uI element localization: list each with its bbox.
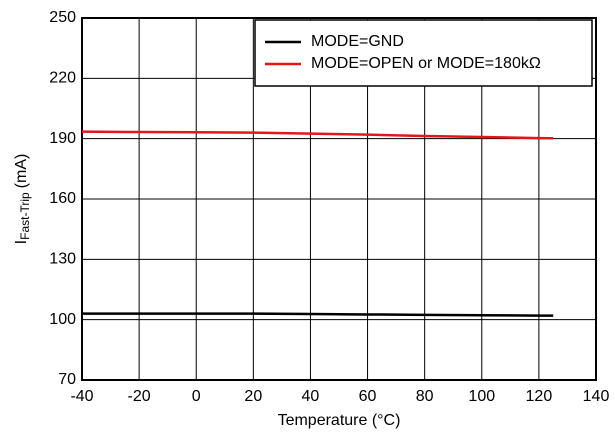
y-tick-label: 160 bbox=[49, 190, 76, 207]
legend-box bbox=[254, 19, 593, 87]
y-tick-label: 220 bbox=[49, 70, 76, 87]
x-tick-label: 140 bbox=[583, 388, 610, 405]
x-tick-label: 120 bbox=[526, 388, 553, 405]
y-tick-label: 130 bbox=[49, 251, 76, 268]
x-tick-label: 20 bbox=[244, 388, 262, 405]
y-tick-label: 250 bbox=[49, 9, 76, 26]
x-tick-label: 0 bbox=[192, 388, 201, 405]
x-tick-label: -20 bbox=[128, 388, 151, 405]
y-label-unit: (mA) bbox=[13, 154, 30, 189]
y-label-sub: Fast-Trip bbox=[18, 192, 32, 240]
y-tick-label: 70 bbox=[58, 371, 76, 388]
legend-label: MODE=GND bbox=[311, 33, 404, 50]
legend-label: MODE=OPEN or MODE=180kΩ bbox=[311, 55, 541, 72]
y-tick-label: 190 bbox=[49, 130, 76, 147]
x-axis-label: Temperature (°C) bbox=[278, 412, 401, 429]
series-line bbox=[82, 312, 554, 317]
plot-frame bbox=[81, 17, 597, 381]
x-tick-label: 60 bbox=[359, 388, 377, 405]
x-tick-label: 100 bbox=[468, 388, 495, 405]
y-axis-label: IFast-Trip (mA) bbox=[13, 154, 32, 245]
y-label-main: I bbox=[13, 240, 30, 244]
y-tick-label: 100 bbox=[49, 311, 76, 328]
x-tick-label: -40 bbox=[70, 388, 93, 405]
x-tick-label: 40 bbox=[302, 388, 320, 405]
x-tick-label: 80 bbox=[416, 388, 434, 405]
series-line bbox=[81, 130, 554, 140]
